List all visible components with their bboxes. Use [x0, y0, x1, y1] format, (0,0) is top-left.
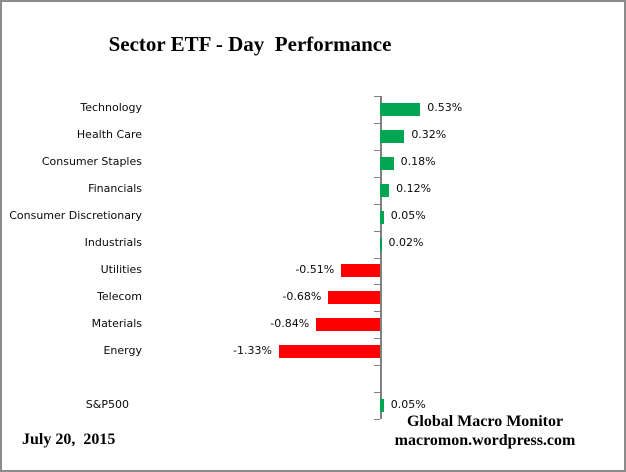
axis-tick: [374, 204, 380, 205]
category-label: S&P500: [85, 397, 129, 411]
axis-tick: [374, 258, 380, 259]
positive-bar: [380, 399, 384, 413]
positive-bar: [380, 129, 405, 143]
value-label: 0.12%: [396, 182, 432, 196]
attribution: Global Macro Monitor macromon.wordpress.…: [355, 412, 615, 450]
axis-tick: [374, 419, 380, 420]
axis-tick: [374, 365, 380, 366]
category-label: Materials: [91, 316, 142, 330]
value-label: 0.32%: [411, 128, 447, 142]
category-label: Telecom: [97, 289, 142, 303]
negative-bar: [341, 264, 380, 278]
value-label: 0.02%: [388, 236, 424, 250]
category-label: Financials: [88, 182, 142, 196]
positive-bar: [380, 237, 382, 251]
positive-bar: [380, 210, 384, 224]
negative-bar: [278, 345, 380, 359]
category-label: Energy: [103, 343, 142, 357]
category-label: Utilities: [100, 262, 142, 276]
attribution-source: Global Macro Monitor: [406, 413, 564, 430]
value-axis: [380, 96, 382, 419]
axis-tick: [374, 338, 380, 339]
positive-bar: [380, 183, 390, 197]
date-label: July 20, 2015: [22, 431, 116, 448]
attribution-url: macromon.wordpress.com: [394, 432, 576, 449]
axis-tick: [374, 96, 380, 97]
category-label: Health Care: [76, 128, 142, 142]
negative-bar: [316, 318, 380, 332]
axis-tick: [374, 311, 380, 312]
category-label: Technology: [80, 101, 142, 115]
negative-bar: [328, 291, 380, 305]
value-label: 0.53%: [427, 101, 463, 115]
axis-tick: [374, 392, 380, 393]
axis-tick: [374, 231, 380, 232]
value-label: -0.84%: [270, 316, 310, 330]
positive-bar: [380, 102, 421, 116]
value-label: 0.05%: [390, 209, 426, 223]
category-label: Consumer Staples: [41, 155, 142, 169]
chart-title: Sector ETF - Day Performance: [108, 32, 392, 56]
value-label: -0.68%: [282, 289, 322, 303]
positive-bar: [380, 156, 394, 170]
value-label: 0.05%: [390, 397, 426, 411]
category-label: Industrials: [84, 236, 142, 250]
axis-tick: [374, 150, 380, 151]
value-label: -1.33%: [233, 343, 272, 357]
category-label: Consumer Discretionary: [9, 209, 142, 223]
axis-tick: [374, 177, 380, 178]
axis-tick: [374, 123, 380, 124]
value-label: -0.51%: [295, 262, 335, 276]
value-label: 0.18%: [400, 155, 436, 169]
axis-tick: [374, 284, 380, 285]
